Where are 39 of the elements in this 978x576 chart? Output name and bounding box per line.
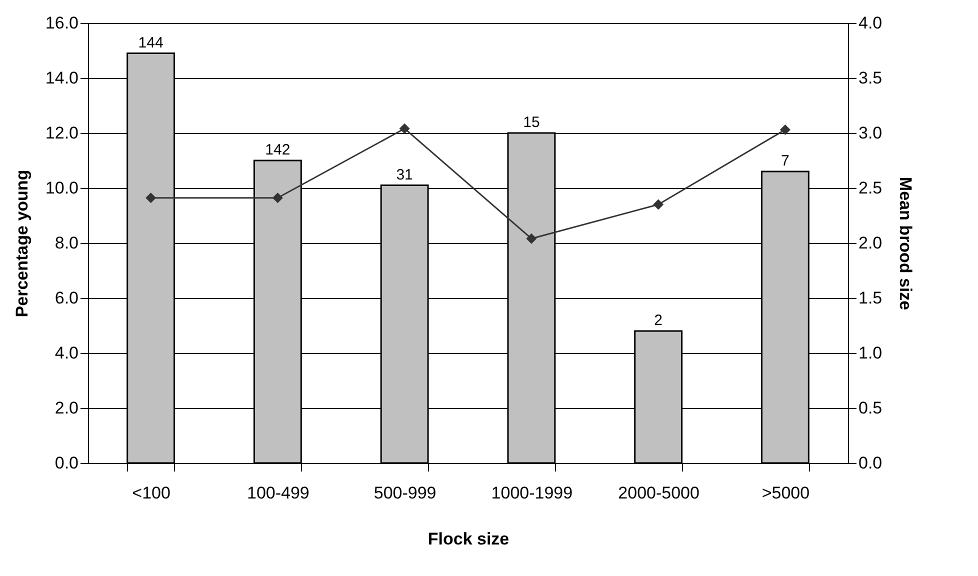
- y-tick-label: 4.0: [54, 344, 78, 362]
- y2-tick-label: 3.0: [858, 124, 882, 142]
- x-tick-label: <100: [132, 484, 170, 502]
- annotation: 144: [138, 34, 164, 52]
- x-tick-label: 100-499: [246, 484, 310, 502]
- point: [146, 192, 156, 204]
- y2-tick-label: 2.5: [858, 178, 882, 198]
- y2-tick-label: 4.0: [858, 14, 882, 32]
- x-tick-label: 2000-5000: [618, 484, 700, 502]
- point: [399, 123, 410, 134]
- y-tick-label: 16.0: [45, 14, 78, 32]
- annotation: 2: [654, 312, 662, 329]
- annotation: 31: [396, 166, 413, 184]
- y2-tick-label: 0.5: [858, 398, 882, 418]
- annotation: 142: [265, 142, 290, 158]
- point: [653, 199, 664, 210]
- y2-tick-label: 1.5: [858, 288, 882, 308]
- y-tick-label: 2.0: [54, 398, 78, 418]
- y-tick-label: 8.0: [54, 234, 78, 252]
- y2-tick-label: 0.0: [858, 454, 882, 472]
- y-tick-label: 10.0: [45, 178, 78, 198]
- y2-axis-title: Mean brood size: [896, 176, 916, 310]
- x-axis-title: Flock size: [428, 530, 510, 548]
- y2-tick-label: 2.0: [858, 234, 882, 252]
- y2-tick-label: 1.0: [858, 344, 882, 362]
- y2-tick-label: 3.5: [858, 68, 882, 88]
- x-tick-label: >5000: [762, 484, 810, 502]
- y-tick-label: 14.0: [45, 68, 78, 88]
- y-axis-title: Percentage young: [12, 170, 32, 318]
- y-tick-label: 12.0: [45, 124, 78, 142]
- point: [526, 233, 537, 244]
- point: [272, 192, 283, 204]
- x-tick-label: 500-999: [374, 484, 436, 502]
- y-tick-label: 6.0: [54, 288, 78, 308]
- x-tick-label: 1000-1999: [491, 484, 573, 502]
- annotation: 15: [523, 114, 540, 131]
- annotation: 7: [781, 152, 790, 170]
- point: [780, 124, 790, 135]
- y-tick-label: 0.0: [54, 454, 78, 472]
